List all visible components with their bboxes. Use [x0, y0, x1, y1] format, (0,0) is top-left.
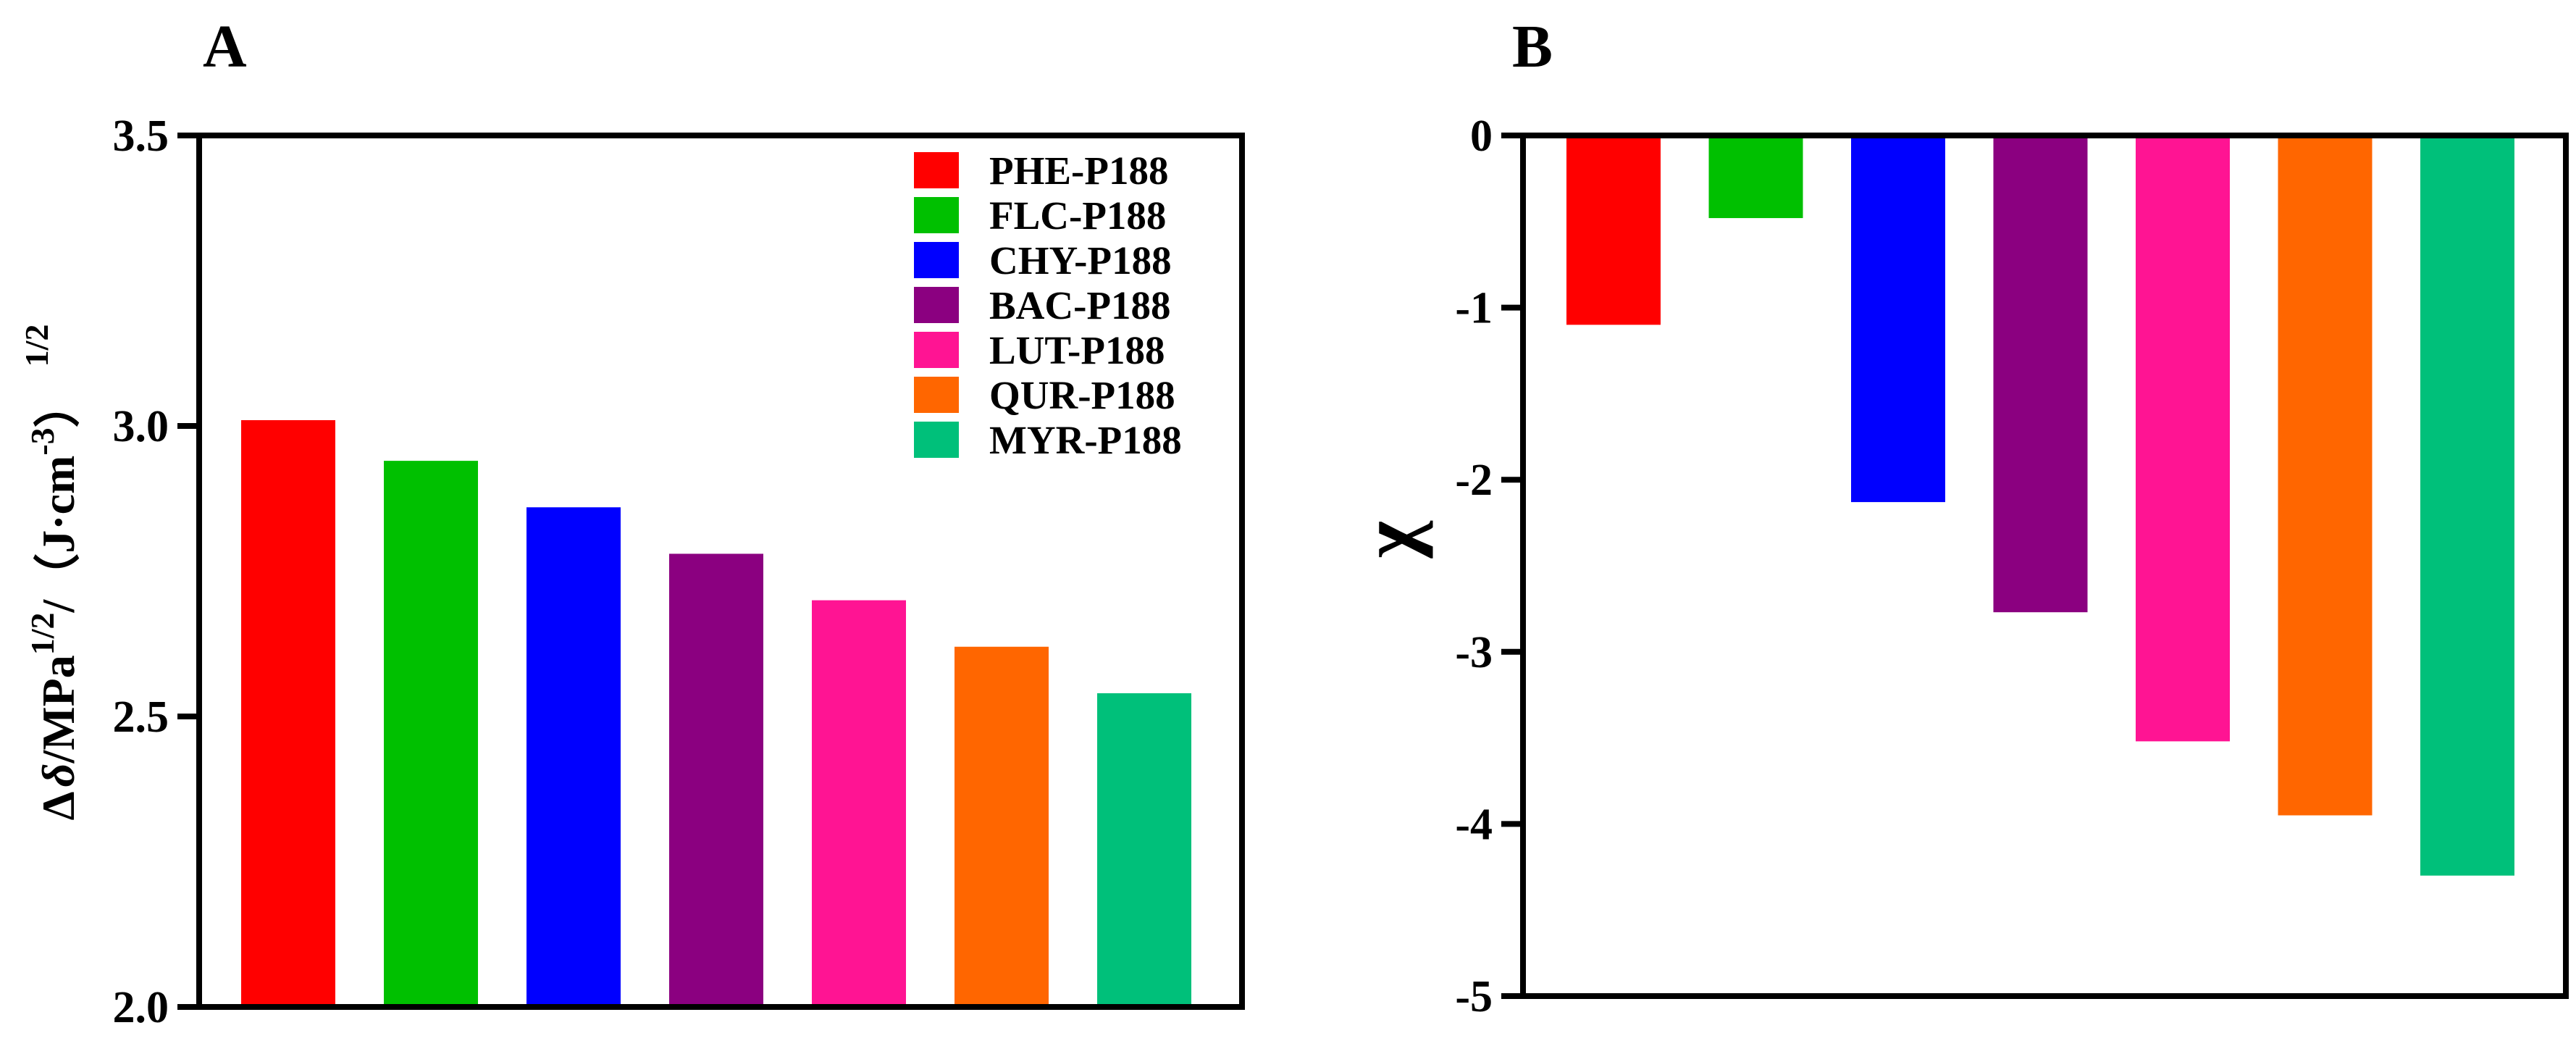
tick-label-b: -1	[1455, 284, 1493, 333]
tick-label-b: -4	[1455, 800, 1493, 849]
y-label-delta-symbol: δ	[33, 764, 84, 787]
panel-a-legend: PHE-P188FLC-P188CHY-P188BAC-P188LUT-P188…	[914, 149, 1182, 462]
tick-label-a: 3.5	[113, 112, 169, 161]
panel-a-bars	[241, 419, 1191, 1007]
bar-a-phe-p188	[241, 419, 335, 1007]
legend-label-chy-p188: CHY-P188	[989, 238, 1172, 283]
y-label-sup2: -3	[24, 427, 61, 455]
panel-b-y-ticks: 0 -1 -2 -3 -4 -5	[1455, 112, 1523, 1021]
tick-label-b: -2	[1455, 456, 1493, 505]
bar-b-lut-p188	[2136, 135, 2230, 742]
legend-swatch-lut-p188	[914, 332, 959, 368]
tick-label-b: -5	[1455, 972, 1493, 1021]
bar-b-bac-p188	[1993, 135, 2088, 613]
bar-b-chy-p188	[1851, 135, 1945, 503]
y-label-mpa: /MPa	[33, 655, 84, 764]
bar-a-qur-p188	[955, 646, 1049, 1007]
tick-label-a: 2.0	[113, 983, 169, 1032]
legend-label-flc-p188: FLC-P188	[989, 193, 1166, 238]
legend-swatch-phe-p188	[914, 152, 959, 188]
tick-label-a: 3.0	[113, 402, 169, 451]
panel-a-y-axis-label: Δδ/MPa1/2/（J·cm-3）1/2	[18, 325, 84, 821]
panel-b-bars	[1566, 135, 2514, 876]
bar-b-flc-p188	[1708, 135, 1803, 219]
legend-swatch-chy-p188	[914, 242, 959, 278]
legend-label-myr-p188: MYR-P188	[989, 418, 1182, 462]
legend-label-lut-p188: LUT-P188	[989, 328, 1165, 372]
panel-b-label: B	[1512, 13, 1553, 80]
legend-swatch-bac-p188	[914, 287, 959, 323]
y-label-slash: /	[33, 598, 84, 613]
bar-b-phe-p188	[1566, 135, 1661, 325]
panel-a: A 2.0 2.5 3.0 3.5 PHE-P188FLC-P188CHY-P188B…	[18, 13, 1245, 1032]
y-label-paren-close: ）	[33, 381, 84, 427]
bar-a-bac-p188	[669, 553, 763, 1007]
tick-label-b: 0	[1470, 112, 1493, 161]
bar-b-qur-p188	[2278, 135, 2372, 816]
bar-a-lut-p188	[812, 600, 906, 1007]
legend-swatch-myr-p188	[914, 422, 959, 458]
legend-swatch-qur-p188	[914, 377, 959, 413]
panel-a-plot-frame	[196, 133, 1245, 1010]
legend-label-qur-p188: QUR-P188	[989, 373, 1175, 417]
legend-label-bac-p188: BAC-P188	[989, 283, 1171, 327]
bar-b-myr-p188	[2420, 135, 2514, 876]
legend-label-phe-p188: PHE-P188	[989, 149, 1168, 193]
legend-swatch-flc-p188	[914, 197, 959, 233]
panel-b-y-axis-label: χ	[1345, 520, 1433, 559]
panel-a-label: A	[203, 13, 247, 80]
panel-b-plot-frame	[1520, 133, 2569, 999]
y-label-delta: Δ	[33, 791, 84, 820]
panel-a-y-ticks: 2.0 2.5 3.0 3.5	[113, 112, 199, 1032]
panel-b: B 0 -1 -2 -3 -4 -5 χ	[1345, 13, 2569, 1021]
tick-label-b: -3	[1455, 628, 1493, 677]
bar-a-chy-p188	[526, 507, 621, 1007]
bar-a-flc-p188	[384, 461, 478, 1007]
y-label-sup3: 1/2	[18, 325, 55, 367]
bar-a-myr-p188	[1097, 693, 1191, 1007]
tick-label-a: 2.5	[113, 693, 169, 742]
y-label-sup1: 1/2	[24, 612, 61, 655]
y-label-paren-open: （	[33, 553, 84, 600]
y-label-jcm: J·cm	[33, 456, 84, 553]
